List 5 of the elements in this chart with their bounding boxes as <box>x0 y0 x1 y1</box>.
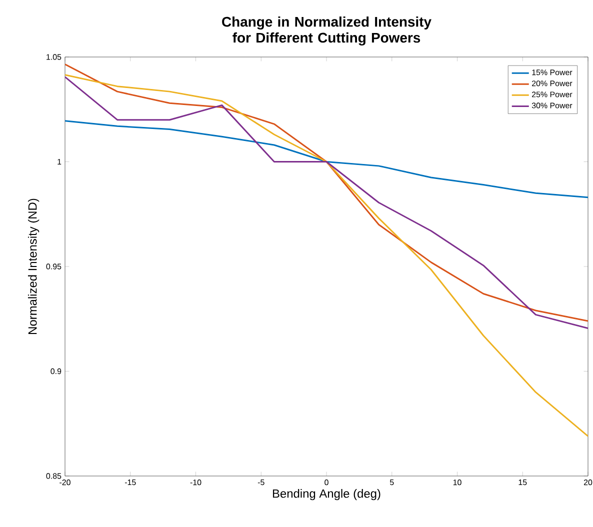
y-axis-title: Normalized Intensity (ND) <box>28 198 40 334</box>
line-series <box>65 74 588 437</box>
line-series <box>65 120 588 198</box>
chart-title: Change in Normalized Intensity for Different Cutting Powers <box>222 16 432 46</box>
x-axis-title: Bending Angle (deg) <box>272 489 380 500</box>
